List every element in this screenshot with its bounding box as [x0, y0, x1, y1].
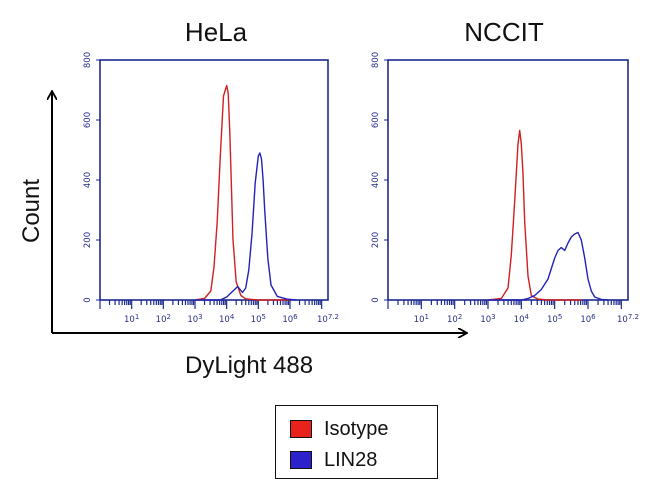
nccit-xtick-label-1: 102 [447, 313, 462, 325]
legend-swatch-isotype [290, 420, 312, 438]
hela-xtick-label-1: 102 [156, 313, 171, 325]
nccit-series-layer [487, 129, 609, 301]
hela-xtick-label-2: 103 [187, 313, 202, 325]
panel-title-nccit: NCCIT [464, 17, 544, 47]
hela-series-isotype [194, 84, 290, 301]
legend-swatch-lin28 [290, 451, 312, 469]
nccit-y-tick-labels: 0 200 400 600 800 [371, 52, 381, 303]
hela-series-lin28 [195, 152, 297, 301]
nccit-xtick-label-4: 105 [547, 313, 562, 325]
nccit-series-lin28 [488, 231, 609, 301]
hela-y-tick-labels: 0 200 400 600 800 [83, 52, 93, 303]
hela-xtick-label-0: 101 [124, 313, 139, 325]
nccit-xtick-label-2: 103 [480, 313, 495, 325]
hela-ytick-label-0: 0 [83, 297, 93, 302]
legend-item-isotype: Isotype [290, 417, 388, 441]
hela-series-layer [194, 84, 297, 301]
nccit-ytick-label-4: 800 [371, 52, 381, 68]
nccit-xtick-label-3: 104 [514, 313, 530, 325]
nccit-tick-marks [384, 59, 622, 309]
hela-xtick-label-4: 105 [251, 313, 266, 325]
hela-xtick-label-6: 107.2 [317, 313, 339, 325]
nccit-ytick-label-1: 200 [371, 232, 381, 248]
nccit-x-tick-labels: 101 102 103 104 105 106 107.2 [414, 313, 639, 325]
nccit-xtick-label-5: 106 [580, 313, 596, 325]
nccit-xtick-label-0: 101 [414, 313, 429, 325]
hela-ytick-label-2: 400 [83, 172, 93, 188]
nccit-histogram-panel: 0 200 400 600 800 101 102 103 104 105 106 107.2 [371, 52, 639, 325]
hela-x-tick-labels: 101 102 103 104 105 106 107.2 [124, 313, 339, 325]
legend-label-lin28: LIN28 [324, 448, 378, 471]
nccit-series-isotype [487, 129, 582, 301]
hela-ytick-label-4: 800 [83, 52, 93, 68]
nccit-ytick-label-2: 400 [371, 172, 381, 188]
nccit-xtick-label-6: 107.2 [617, 313, 639, 325]
legend: Isotype LIN28 [275, 405, 438, 479]
hela-xtick-label-3: 104 [219, 313, 235, 325]
y-axis-title: Count [18, 179, 45, 243]
hela-xtick-label-5: 106 [282, 313, 298, 325]
panel-title-hela: HeLa [185, 17, 248, 47]
nccit-plot-frame [387, 59, 629, 301]
hela-ytick-label-3: 600 [83, 112, 93, 128]
hela-ytick-label-1: 200 [83, 232, 93, 248]
legend-label-isotype: Isotype [324, 417, 389, 440]
nccit-ytick-label-3: 600 [371, 112, 381, 128]
hela-histogram-panel: 0 200 400 600 800 101 102 103 104 105 106 107.2 [83, 52, 339, 325]
x-axis-title: DyLight 488 [185, 352, 313, 379]
hela-tick-marks [96, 59, 323, 309]
legend-item-lin28: LIN28 [290, 448, 377, 472]
nccit-ytick-label-0: 0 [371, 297, 381, 302]
